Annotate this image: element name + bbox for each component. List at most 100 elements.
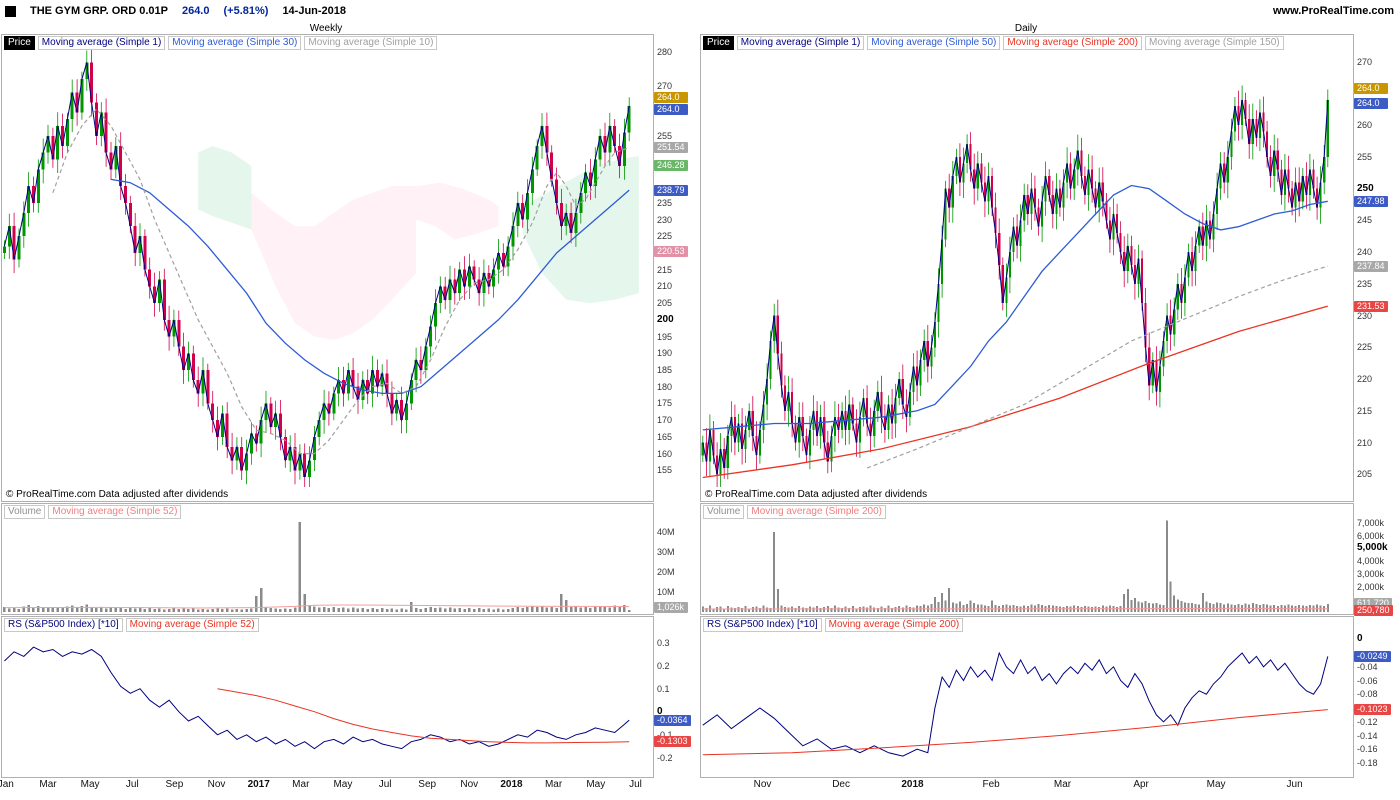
x-axis-label: Nov <box>207 779 226 790</box>
axis-value-badge: 247.98 <box>1354 195 1388 207</box>
instrument-name: THE GYM GRP. ORD 0.01P <box>30 5 168 17</box>
daily-price <box>701 85 1329 487</box>
x-axis-label: 2017 <box>247 779 270 790</box>
legend-item[interactable]: Moving average (Simple 30) <box>168 36 302 50</box>
daily-price-chart[interactable] <box>701 49 1351 487</box>
axis-value-badge: 250,780 <box>1354 604 1393 616</box>
weekly-price-chart[interactable] <box>2 49 651 487</box>
axis-tick: 2,000k <box>1357 581 1385 592</box>
axis-tick: 210 <box>657 281 673 292</box>
x-axis-label: 2018 <box>901 779 924 790</box>
axis-tick: 205 <box>1357 469 1373 480</box>
axis-tick: 215 <box>1357 405 1373 416</box>
legend-item[interactable]: Moving average (Simple 52) <box>125 618 259 632</box>
axis-tick: 230 <box>1357 310 1373 321</box>
axis-tick: -0.08 <box>1357 689 1378 700</box>
weekly-price <box>2 49 631 487</box>
axis-tick: 170 <box>657 415 673 426</box>
weekly-volume-panel: Volume Moving average (Simple 52) <box>1 503 654 615</box>
rs-sp500 <box>4 646 630 750</box>
x-axis-label: May <box>80 779 100 790</box>
site-link[interactable]: www.ProRealTime.com <box>1272 5 1394 17</box>
axis-tick: 225 <box>657 231 673 242</box>
axis-value-badge: 611,720 <box>1354 597 1392 609</box>
legend-item[interactable]: Moving average (Simple 200) <box>747 505 886 519</box>
legend-item[interactable]: Moving average (Simple 50) <box>867 36 1001 50</box>
legend-item[interactable]: Moving average (Simple 150) <box>1144 36 1284 50</box>
ma-simple-150 <box>866 265 1328 469</box>
axis-tick: 235 <box>657 197 673 208</box>
copyright-note: © ProRealTime.com Data adjusted after di… <box>705 489 928 500</box>
legend-item[interactable]: Moving average (Simple 52) <box>48 505 182 519</box>
axis-tick: 200 <box>657 313 674 325</box>
axis-tick: 270 <box>1357 56 1373 67</box>
legend-item[interactable]: Volume <box>4 505 46 519</box>
axis-tick: 280 <box>657 47 673 58</box>
axis-tick: 205 <box>657 298 673 309</box>
axis-tick: -0.1 <box>657 729 673 740</box>
daily-price-axis[interactable]: 270 260 255 250 245 240 235 230 225 220 215 210 205 2… <box>1354 49 1399 487</box>
axis-value-badge: 220.53 <box>654 245 688 257</box>
weekly-volume-chart[interactable] <box>2 518 651 612</box>
axis-tick: 10M <box>657 587 675 597</box>
quote-date: 14-Jun-2018 <box>282 5 347 17</box>
daily-volume-axis[interactable]: 7,000k 6,000k 5,000k 4,000k 3,000k 2,000k 611,… <box>1354 518 1399 616</box>
daily-rs-chart[interactable] <box>701 631 1351 774</box>
axis-tick: 270 <box>657 80 673 91</box>
ma-simple-1 <box>702 99 1329 475</box>
axis-tick: 155 <box>657 465 673 476</box>
axis-tick: 260 <box>1357 120 1373 131</box>
copyright-note: © ProRealTime.com Data adjusted after di… <box>6 489 229 500</box>
daily-time-axis[interactable]: Nov Dec 2018 Feb Mar Apr May Jun <box>700 779 1352 794</box>
weekly-price-axis[interactable]: 280 270 255 235 230 225 215 210 205 200 195 190 185 1… <box>654 47 699 487</box>
legend-item[interactable]: Volume <box>703 505 745 519</box>
axis-tick: 20M <box>657 567 675 577</box>
x-axis-label: Jul <box>629 779 642 790</box>
x-axis-label: Nov <box>753 779 772 790</box>
legend-item[interactable]: Price <box>703 36 734 50</box>
legend-item[interactable]: RS (S&P500 Index) [*10] <box>703 618 822 632</box>
daily-rs-panel: RS (S&P500 Index) [*10] Moving average (S… <box>700 616 1354 778</box>
weekly-panel-title: Weekly <box>309 23 343 34</box>
ma-simple-10 <box>52 108 630 455</box>
x-axis-label: May <box>333 779 353 790</box>
x-axis-label: 2018 <box>500 779 523 790</box>
daily-volume-chart[interactable] <box>701 518 1351 612</box>
daily-volume <box>701 520 1329 612</box>
legend-item[interactable]: Moving average (Simple 1) <box>736 36 865 50</box>
axis-value-badge: 264.0 <box>654 91 688 103</box>
axis-tick: 0 <box>657 705 663 717</box>
daily-rs-axis[interactable]: 0 -0.04 -0.06 -0.08 -0.12 -0.14 -0.16 -0.18 -0.0… <box>1354 631 1399 774</box>
daily-volume-panel: Volume Moving average (Simple 200) <box>700 503 1354 615</box>
weekly-volume-axis[interactable]: 40M 30M 20M 10M 1,026k <box>654 518 699 614</box>
legend-item[interactable]: Moving average (Simple 200) <box>824 618 964 632</box>
axis-value-badge: 231.53 <box>1354 300 1388 312</box>
axis-value-badge: 264.0 <box>1354 82 1388 94</box>
ma-simple-50 <box>702 184 1328 431</box>
axis-tick: 4,000k <box>1357 556 1385 567</box>
axis-tick: 245 <box>1357 215 1373 226</box>
legend-item[interactable]: Moving average (Simple 10) <box>304 36 438 50</box>
weekly-volume-legend: Volume Moving average (Simple 52) <box>4 505 182 519</box>
ma-simple-1 <box>3 62 630 478</box>
axis-tick: 165 <box>657 431 673 442</box>
axis-tick: -0.04 <box>1357 661 1378 672</box>
legend-item[interactable]: RS (S&P500 Index) [*10] <box>4 618 123 632</box>
weekly-time-axis[interactable]: Jan Mar May Jul Sep Nov 2017 Mar May Jul Sep Nov 201… <box>0 779 652 794</box>
daily-volume-legend: Volume Moving average (Simple 200) <box>703 505 886 519</box>
legend-item[interactable]: Moving average (Simple 1) <box>37 36 166 50</box>
price-change: (+5.81%) <box>223 5 269 17</box>
volume-ma-200 <box>702 607 1328 610</box>
weekly-rs-chart[interactable] <box>2 631 651 774</box>
axis-tick: -0.14 <box>1357 730 1378 741</box>
weekly-rs-axis[interactable]: 0.3 0.2 0.1 0 -0.1 -0.2 -0.0364 -0.1303 <box>654 631 699 774</box>
axis-tick: 160 <box>657 448 673 459</box>
cloud-green-2 <box>522 156 639 304</box>
legend-item[interactable]: Price <box>4 36 35 50</box>
app-logo-icon[interactable] <box>5 5 16 17</box>
axis-value-badge: -0.0364 <box>654 714 691 726</box>
axis-tick: 7,000k <box>1357 518 1385 529</box>
weekly-price-legend: Price Moving average (Simple 1) Moving ave… <box>4 36 438 50</box>
legend-item[interactable]: Moving average (Simple 200) <box>1003 36 1142 50</box>
axis-tick: 5,000k <box>1357 542 1388 554</box>
